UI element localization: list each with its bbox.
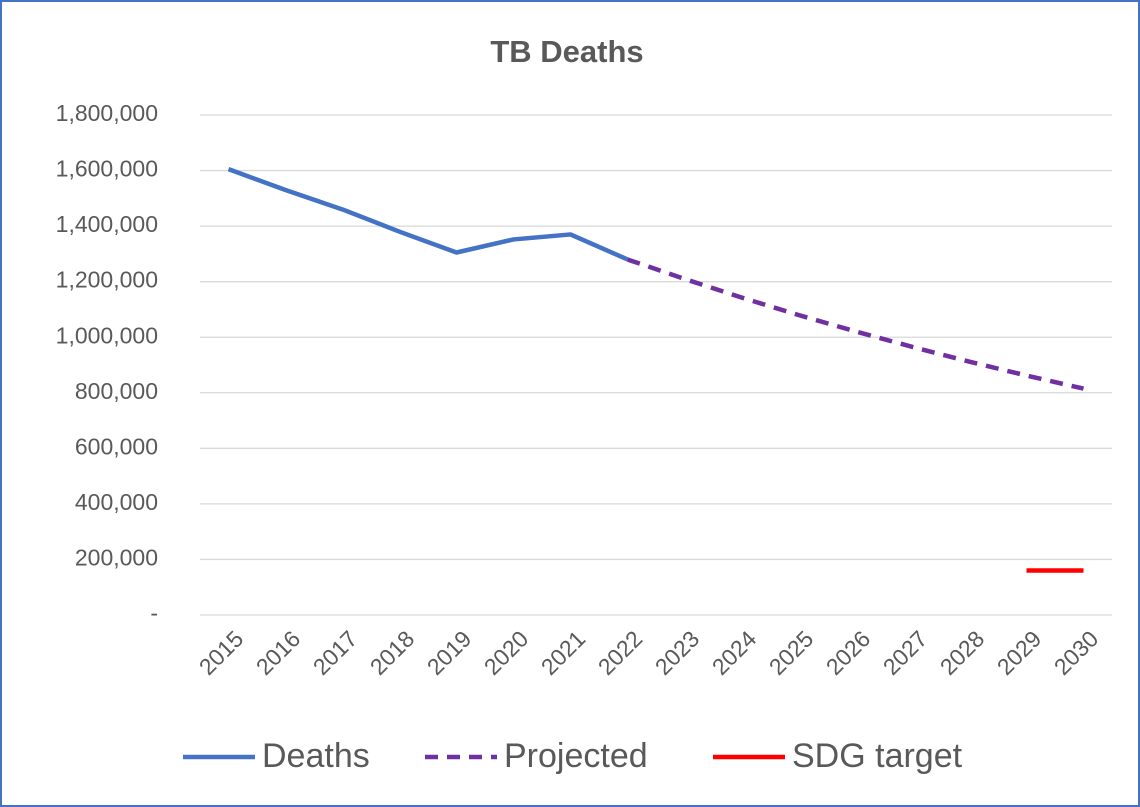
y-tick-label: 1,600,000 [56, 156, 158, 182]
legend-label: Deaths [262, 737, 370, 775]
y-tick-label: 400,000 [75, 489, 158, 515]
y-tick-label: 1,800,000 [56, 100, 158, 126]
line-series [227, 167, 629, 262]
y-tick-label: 1,400,000 [56, 211, 158, 237]
legend-label: Projected [504, 737, 648, 775]
chart-title: TB Deaths [490, 34, 643, 69]
y-tick-label: 1,200,000 [56, 267, 158, 293]
y-tick-label: - [150, 600, 158, 626]
line-series [626, 257, 1085, 391]
y-tick-label: 600,000 [75, 433, 158, 459]
y-tick-label: 200,000 [75, 545, 158, 571]
y-tick-label: 800,000 [75, 378, 158, 404]
legend-label: SDG target [792, 737, 963, 775]
y-tick-label: 1,000,000 [56, 322, 158, 348]
